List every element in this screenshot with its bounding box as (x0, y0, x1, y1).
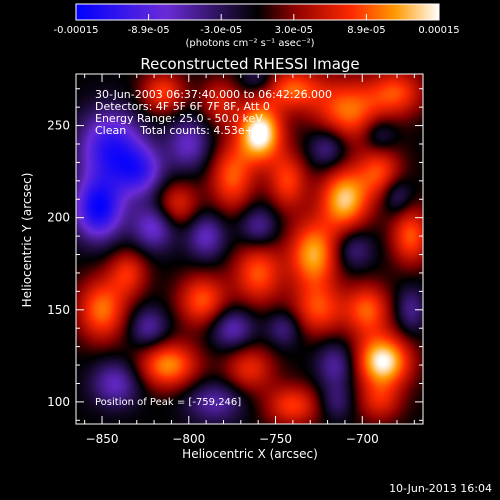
colorbar-tick-label: 0.00015 (418, 25, 460, 36)
y-tick-label: 100 (47, 395, 70, 409)
render-date: 10-Jun-2013 16:04 (389, 482, 492, 495)
colorbar-tick-label: 8.9e-05 (347, 25, 386, 36)
energy-annotation: Energy Range: 25.0 - 50.0 keV (95, 112, 263, 125)
time-range-annotation: 30-Jun-2003 06:37:40.000 to 06:42:26.000 (95, 88, 333, 101)
x-tick-label: −800 (172, 432, 205, 446)
y-axis: 100 150 200 250 (47, 88, 423, 421)
y-tick-label: 250 (47, 119, 70, 133)
colorbar-tick-label: -8.9e-05 (127, 25, 170, 36)
colorbar-tick-label: -3.0e-05 (200, 25, 243, 36)
x-tick-label: −750 (259, 432, 292, 446)
plot-frame (75, 73, 424, 425)
x-axis: −850 −800 −750 −700 (84, 74, 415, 446)
x-tick-label: −700 (346, 432, 379, 446)
colorbar-unit-label: (photons cm⁻² s⁻¹ asec⁻²) (185, 38, 315, 49)
y-tick-label: 200 (47, 211, 70, 225)
colorbar-tick-label: -0.00015 (53, 25, 99, 36)
y-axis-label: Heliocentric Y (arcsec) (20, 172, 34, 308)
x-tick-label: −850 (86, 432, 119, 446)
x-axis-label: Heliocentric X (arcsec) (182, 447, 318, 461)
colorbar-gradient (75, 3, 440, 21)
clean-annotation: Clean Total counts: 4.53e+03 (95, 124, 268, 137)
colorbar-tick-label: 3.0e-05 (274, 25, 313, 36)
chart-title: Reconstructed RHESSI Image (140, 55, 360, 73)
y-tick-label: 150 (47, 303, 70, 317)
detectors-annotation: Detectors: 4F 5F 6F 7F 8F, Att 0 (95, 100, 270, 113)
colorbar-ticks (75, 14, 440, 20)
peak-position-annotation: Position of Peak = [-759,246] (95, 397, 242, 408)
